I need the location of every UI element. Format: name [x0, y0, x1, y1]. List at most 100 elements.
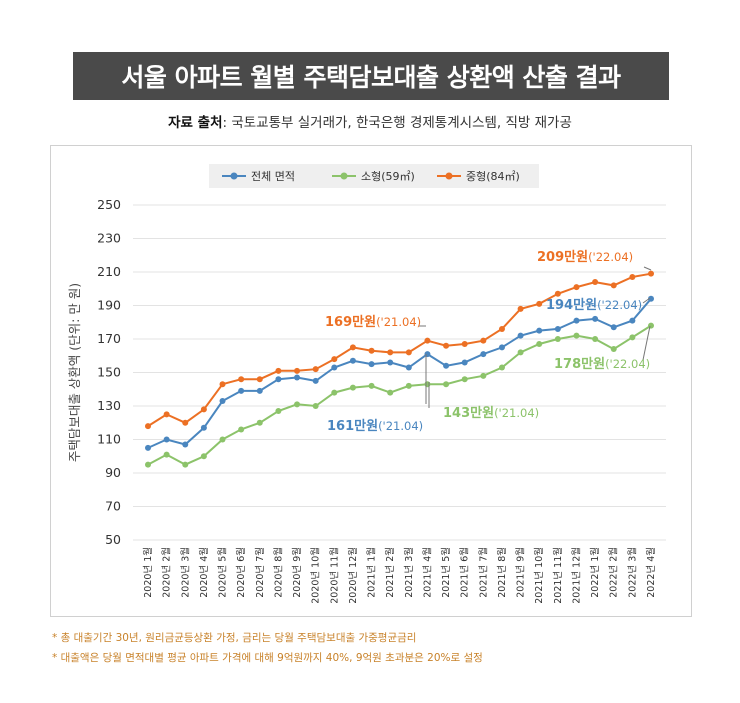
- data-point: [238, 376, 245, 383]
- x-tick-label: 2022년 2월: [608, 547, 620, 598]
- legend-box: [209, 164, 539, 188]
- page-title: 서울 아파트 월별 주택담보대출 상환액 산출 결과: [73, 52, 669, 100]
- annotation-date: ('21.04): [378, 419, 423, 433]
- data-point: [312, 366, 319, 373]
- data-point: [163, 436, 170, 443]
- data-point: [256, 419, 263, 426]
- legend-label: 중형(84㎡): [466, 170, 520, 183]
- data-point: [592, 336, 599, 342]
- data-point: [145, 461, 151, 468]
- data-point: [517, 305, 524, 312]
- data-point: [312, 377, 319, 384]
- x-tick-label: 2021년 2월: [384, 547, 396, 598]
- y-tick-label: 190: [97, 298, 121, 313]
- y-tick-label: 110: [97, 432, 121, 447]
- data-point: [349, 344, 356, 351]
- x-tick-label: 2020년 7월: [254, 547, 266, 598]
- series-line: [147, 298, 652, 449]
- footnote-2: * 대출액은 당월 면적대별 평균 아파트 가격에 대해 9억원까지 40%, …: [52, 652, 483, 664]
- y-tick-label: 70: [105, 499, 121, 514]
- annotation-date: ('22.04): [605, 357, 650, 371]
- data-point: [275, 367, 282, 374]
- x-tick-label: 2022년 3월: [626, 547, 638, 598]
- data-point: [200, 453, 207, 460]
- x-tick-label: 2020년 9월: [291, 547, 303, 598]
- data-point: [219, 381, 226, 388]
- annotation-date: ('22.04): [597, 298, 642, 312]
- data-point: [331, 389, 338, 396]
- data-point: [387, 359, 394, 366]
- annotation-value: 209만원: [537, 249, 588, 265]
- data-point: [629, 334, 636, 341]
- source-label: 자료 출처: [168, 115, 223, 131]
- data-point: [256, 387, 263, 394]
- annotation-label: 209만원('22.04): [537, 249, 633, 265]
- data-point: [648, 295, 654, 302]
- series-line: [147, 272, 652, 427]
- data-point: [387, 389, 394, 396]
- data-point: [498, 364, 505, 371]
- data-point: [480, 372, 487, 379]
- y-tick-label: 150: [97, 365, 121, 380]
- data-point: [592, 279, 599, 286]
- data-point: [219, 436, 226, 443]
- data-point: [554, 325, 561, 332]
- annotation-date: ('21.04): [494, 406, 539, 420]
- x-tick-label: 2020년 8월: [272, 547, 284, 598]
- data-point: [517, 349, 524, 356]
- data-point: [461, 341, 468, 348]
- data-point: [592, 315, 599, 322]
- data-point: [200, 424, 207, 431]
- annotation-date: ('22.04): [588, 250, 633, 264]
- x-tick-label: 2020년 2월: [161, 547, 173, 598]
- y-tick-label: 230: [97, 231, 121, 246]
- x-tick-label: 2021년 1월: [366, 547, 378, 598]
- data-point: [573, 332, 580, 339]
- x-tick-label: 2020년 1월: [142, 547, 154, 598]
- series-line: [147, 324, 652, 466]
- data-point: [443, 381, 450, 388]
- data-point: [331, 364, 338, 371]
- data-point: [424, 351, 431, 358]
- data-point: [405, 382, 412, 389]
- data-point: [629, 274, 636, 281]
- annotation-leader: [642, 325, 651, 361]
- data-point: [256, 376, 263, 383]
- data-point: [368, 361, 375, 368]
- x-tick-label: 2020년 3월: [179, 547, 191, 598]
- data-point: [610, 324, 617, 331]
- data-point: [554, 290, 561, 297]
- annotation-value: 143만원: [443, 405, 494, 421]
- data-point: [498, 344, 505, 351]
- y-tick-label: 250: [97, 197, 121, 212]
- data-point: [554, 336, 561, 342]
- x-tick-label: 2020년 11월: [328, 547, 340, 604]
- line-chart: 50 70 90 110 130 150 170 190 210 230 250 주택담보대출 상환액…: [67, 164, 666, 604]
- data-point: [312, 403, 319, 409]
- data-point: [461, 359, 468, 366]
- data-point: [182, 419, 189, 426]
- annotation-leader: [643, 266, 652, 271]
- data-point: [461, 376, 468, 383]
- x-tick-label: 2021년 11월: [552, 547, 564, 604]
- y-axis-label: 주택담보대출 상환액 (단위: 만 원): [67, 283, 82, 462]
- footnotes: * 총 대출기간 30년, 원리금균등상환 가정, 금리는 당월 주택담보대출 …: [52, 628, 483, 668]
- x-tick-label: 2021년 5월: [440, 547, 452, 598]
- data-point: [182, 441, 189, 448]
- data-point: [294, 374, 301, 381]
- data-point: [648, 322, 654, 329]
- x-tick-label: 2020년 10월: [310, 547, 322, 604]
- annotation-value: 194만원: [546, 297, 597, 313]
- x-tick-label: 2021년 9월: [515, 547, 527, 598]
- data-point: [349, 357, 356, 364]
- legend-label: 전체 면적: [251, 170, 295, 183]
- data-point: [610, 282, 617, 289]
- y-tick-label: 130: [97, 398, 121, 413]
- data-point: [349, 384, 356, 391]
- chart-panel: 50 70 90 110 130 150 170 190 210 230 250 주택담보대출 상환액…: [50, 145, 692, 617]
- data-point: [629, 317, 636, 324]
- data-point: [294, 367, 301, 374]
- data-point: [200, 406, 207, 413]
- x-tick-label: 2020년 6월: [235, 547, 247, 598]
- data-point: [480, 337, 487, 344]
